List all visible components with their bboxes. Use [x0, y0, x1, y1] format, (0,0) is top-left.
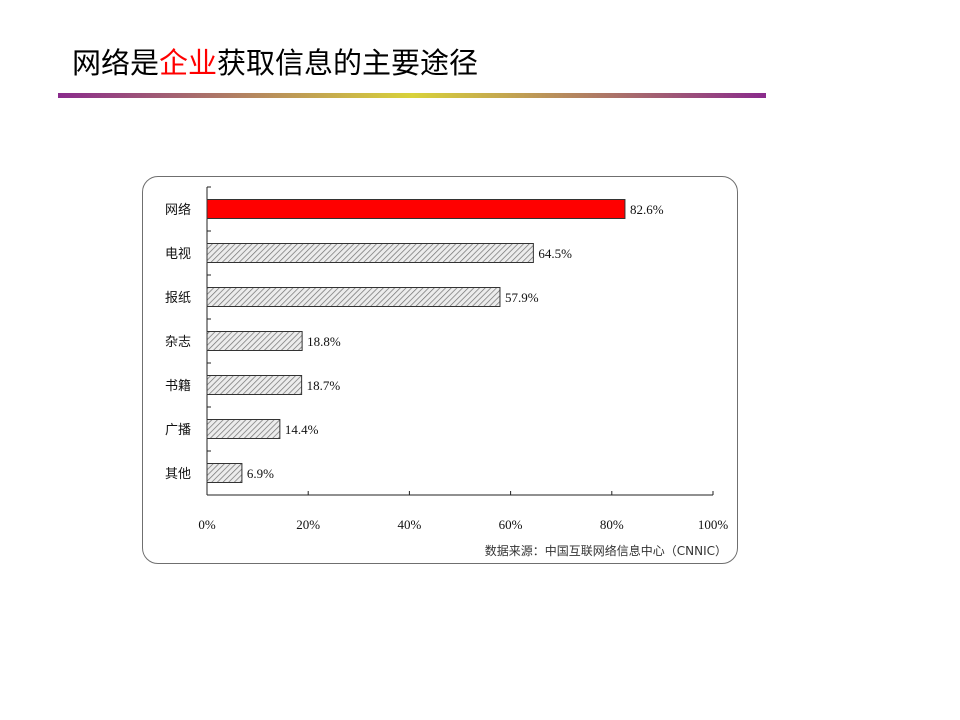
- category-label: 电视: [165, 247, 191, 262]
- x-tick-label: 60%: [499, 517, 523, 532]
- data-label: 18.8%: [307, 334, 341, 349]
- data-label: 82.6%: [630, 202, 664, 217]
- bar: [206, 243, 534, 263]
- category-label: 网络: [165, 202, 191, 218]
- x-tick-label: 80%: [600, 517, 624, 532]
- data-label: 18.7%: [307, 378, 341, 393]
- bar: [206, 463, 243, 483]
- category-label: 广播: [165, 423, 191, 438]
- data-label: 64.5%: [538, 246, 572, 261]
- data-label: 14.4%: [285, 422, 319, 437]
- x-tick-label: 0%: [198, 517, 216, 532]
- x-tick-label: 100%: [698, 517, 729, 532]
- bar: [206, 419, 281, 439]
- category-label: 其他: [165, 467, 191, 482]
- bar: [206, 287, 501, 307]
- slide-title: 网络是企业获取信息的主要途径: [72, 40, 478, 82]
- title-part-1: 网络是: [72, 46, 160, 80]
- title-part-2: 获取信息的主要途径: [217, 46, 479, 80]
- bar: [206, 331, 303, 351]
- data-label: 57.9%: [505, 290, 539, 305]
- bar-chart: 0% 20% 40% 60% 80% 100% 网络 82.6% 电视 64.5% 报纸 57.9% 杂…: [165, 186, 729, 558]
- title-highlight: 企业: [159, 46, 218, 80]
- source-note: 数据来源：中国互联网络信息中心（CNNIC）: [485, 543, 727, 558]
- chart-frame: 0% 20% 40% 60% 80% 100% 网络 82.6% 电视 64.5% 报纸 57.9% 杂…: [142, 176, 738, 564]
- x-tick-label: 40%: [397, 517, 421, 532]
- x-tick-label: 20%: [296, 517, 320, 532]
- title-gradient-rule: [58, 93, 766, 98]
- category-label: 书籍: [165, 378, 191, 394]
- bar: [206, 375, 303, 395]
- category-label: 杂志: [165, 335, 191, 350]
- data-label: 6.9%: [247, 466, 274, 481]
- bar: [206, 199, 626, 219]
- category-label: 报纸: [165, 291, 191, 306]
